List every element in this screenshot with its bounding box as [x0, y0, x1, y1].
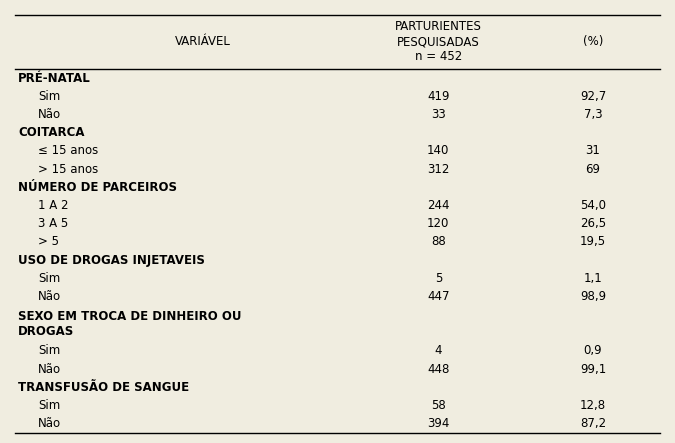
Text: 99,1: 99,1: [580, 363, 606, 376]
Text: (%): (%): [583, 35, 603, 48]
Text: 394: 394: [427, 417, 450, 430]
Text: 19,5: 19,5: [580, 235, 606, 249]
Text: 120: 120: [427, 217, 450, 230]
Text: 98,9: 98,9: [580, 290, 606, 303]
Text: 12,8: 12,8: [580, 399, 606, 412]
Text: COITARCA: COITARCA: [18, 126, 84, 139]
Text: 92,7: 92,7: [580, 90, 606, 103]
Text: Não: Não: [38, 417, 61, 430]
Text: Sim: Sim: [38, 345, 61, 358]
Text: 447: 447: [427, 290, 450, 303]
Text: 31: 31: [585, 144, 600, 157]
Text: Não: Não: [38, 108, 61, 121]
Text: TRANSFUSÃO DE SANGUE: TRANSFUSÃO DE SANGUE: [18, 381, 189, 394]
Text: 26,5: 26,5: [580, 217, 606, 230]
Text: 7,3: 7,3: [584, 108, 602, 121]
Text: Não: Não: [38, 363, 61, 376]
Text: Sim: Sim: [38, 272, 61, 285]
Text: 140: 140: [427, 144, 450, 157]
Text: SEXO EM TROCA DE DINHEIRO OU
DROGAS: SEXO EM TROCA DE DINHEIRO OU DROGAS: [18, 310, 242, 338]
Text: PARTURIENTES
PESQUISADAS
n = 452: PARTURIENTES PESQUISADAS n = 452: [395, 20, 482, 63]
Text: ≤ 15 anos: ≤ 15 anos: [38, 144, 99, 157]
Text: 5: 5: [435, 272, 442, 285]
Text: 1,1: 1,1: [584, 272, 602, 285]
Text: 33: 33: [431, 108, 446, 121]
Text: 4: 4: [435, 345, 442, 358]
Text: 0,9: 0,9: [584, 345, 602, 358]
Text: 69: 69: [585, 163, 601, 176]
Text: Sim: Sim: [38, 90, 61, 103]
Text: 244: 244: [427, 199, 450, 212]
Text: 419: 419: [427, 90, 450, 103]
Text: VARIÁVEL: VARIÁVEL: [175, 35, 231, 48]
Text: > 15 anos: > 15 anos: [38, 163, 99, 176]
Text: 54,0: 54,0: [580, 199, 606, 212]
Text: NÚMERO DE PARCEIROS: NÚMERO DE PARCEIROS: [18, 181, 178, 194]
Text: 87,2: 87,2: [580, 417, 606, 430]
Text: > 5: > 5: [38, 235, 59, 249]
Text: USO DE DROGAS INJETAVEIS: USO DE DROGAS INJETAVEIS: [18, 253, 205, 267]
Text: 1 A 2: 1 A 2: [38, 199, 69, 212]
Text: 448: 448: [427, 363, 450, 376]
Text: 88: 88: [431, 235, 446, 249]
Text: Não: Não: [38, 290, 61, 303]
Text: PRÉ-NATAL: PRÉ-NATAL: [18, 72, 91, 85]
Text: 312: 312: [427, 163, 450, 176]
Text: 3 A 5: 3 A 5: [38, 217, 69, 230]
Text: Sim: Sim: [38, 399, 61, 412]
Text: 58: 58: [431, 399, 446, 412]
